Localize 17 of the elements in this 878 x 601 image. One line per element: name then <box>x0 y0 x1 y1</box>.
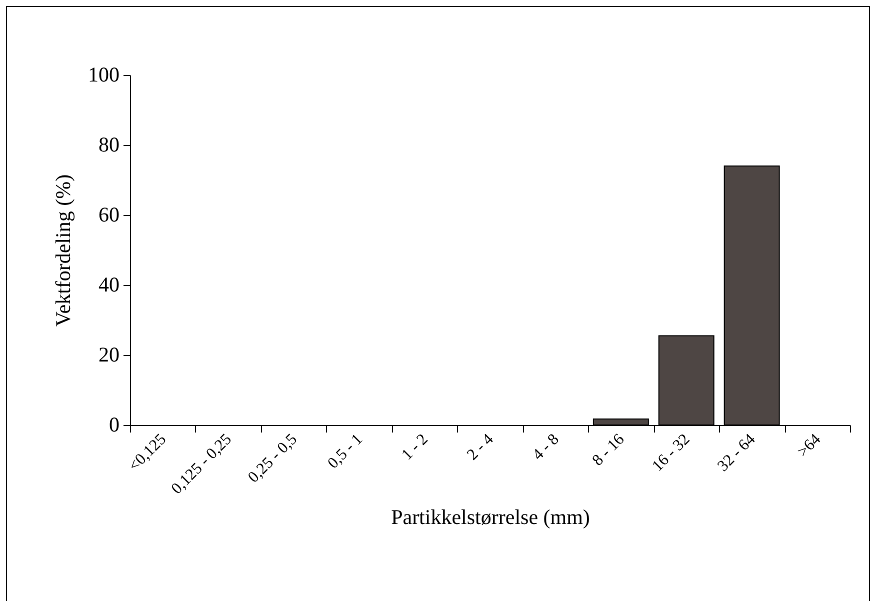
x-tick-label: 1 - 2 <box>398 430 432 464</box>
x-tick-label: 0,5 - 1 <box>324 430 366 472</box>
y-tick-label: 40 <box>98 272 120 296</box>
y-tick-label: 100 <box>88 62 120 86</box>
y-tick-label: 60 <box>98 202 120 226</box>
y-tick-label: 0 <box>109 412 120 436</box>
x-tick-label: 4 - 8 <box>530 430 562 464</box>
x-axis-title: Partikkelstørrelse (mm) <box>391 504 590 529</box>
y-tick-label: 20 <box>98 342 120 366</box>
x-tick-label: 2 - 4 <box>464 430 497 464</box>
x-tick-label: 0,25 - 0,5 <box>245 430 300 486</box>
x-tick-label: >64 <box>794 430 824 461</box>
x-tick-label: 8 - 16 <box>589 430 628 470</box>
x-tick-label: 32 - 64 <box>714 430 759 475</box>
y-tick-label: 80 <box>98 132 120 156</box>
x-tick-label: 16 - 32 <box>649 430 694 475</box>
y-axis-title: Vektfordeling (%) <box>51 174 75 327</box>
